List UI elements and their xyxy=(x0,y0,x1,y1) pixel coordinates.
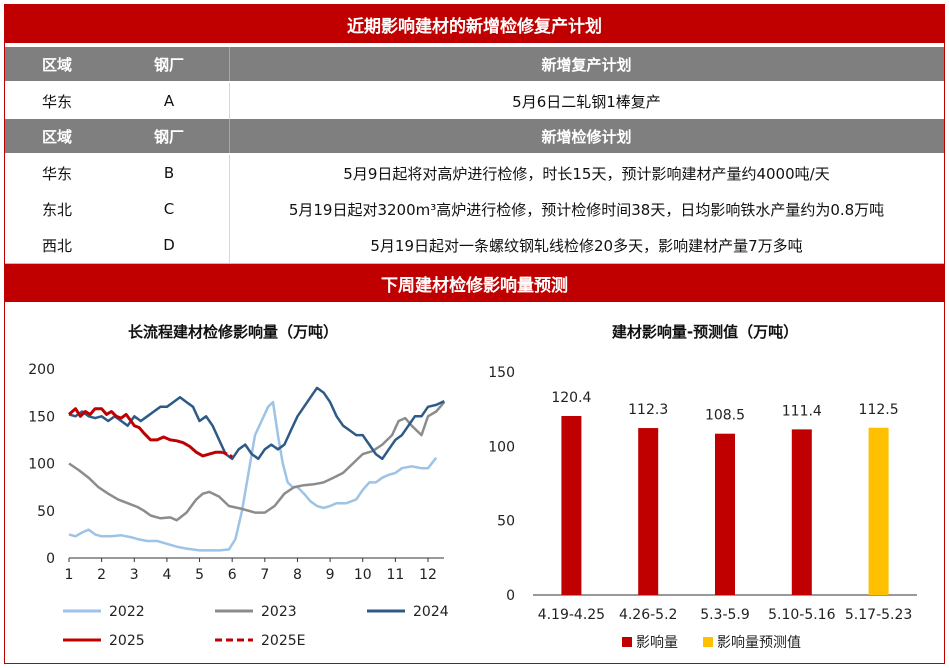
row-steel-mill: B xyxy=(163,164,175,182)
bar-x-tick-label: 4.19-4.25 xyxy=(538,607,605,623)
table-header-row-maintenance: 区域 钢厂 新增检修计划 xyxy=(5,119,944,153)
bar-y-tick-label: 150 xyxy=(488,365,515,381)
table-row: 西北 D 5月19日起对一条螺纹钢轧线检修20多天，影响建材产量7万多吨 xyxy=(5,227,944,263)
legend-swatch-影响量 xyxy=(622,637,632,647)
row-steel-mill: A xyxy=(163,92,175,110)
bar-4.26-5.2 xyxy=(638,428,659,595)
line-x-tick-label: 2 xyxy=(97,567,106,583)
divider xyxy=(229,191,230,227)
header-restart-plan: 新增复产计划 xyxy=(541,55,632,74)
line-x-tick-label: 10 xyxy=(354,567,372,583)
line-x-tick-label: 3 xyxy=(130,567,139,583)
line-x-tick-label: 4 xyxy=(162,567,171,583)
row-region: 东北 xyxy=(41,200,72,219)
bar-5.10-5.16 xyxy=(791,429,812,595)
line-x-tick-label: 7 xyxy=(260,567,269,583)
bar-5.3-5.9 xyxy=(715,433,735,595)
legend-label-影响量预测值: 影响量预测值 xyxy=(717,635,801,651)
row-plan: 5月19日起对一条螺纹钢轧线检修20多天，影响建材产量7万多吨 xyxy=(370,236,803,255)
legend-label-2025: 2025 xyxy=(109,633,145,649)
table-header-row-restart: 区域 钢厂 新增复产计划 xyxy=(5,47,944,81)
legend-label-2024: 2024 xyxy=(413,604,449,620)
bar-data-label: 112.3 xyxy=(628,402,668,418)
header-maintenance-plan: 新增检修计划 xyxy=(541,127,632,146)
divider xyxy=(229,227,230,263)
table-row: 东北 C 5月19日起对3200m³高炉进行检修，预计检修时间38天，日均影响铁… xyxy=(5,191,944,227)
bar-data-label: 112.5 xyxy=(859,402,899,418)
series-line-2023 xyxy=(68,401,446,522)
charts-area: 长流程建材检修影响量（万吨） 0 50 100 150 200 1 2 3 4 5 6 7 8 9 10 11 1… xyxy=(5,305,944,664)
line-x-tick-label: 5 xyxy=(195,567,204,583)
series-line-2025E xyxy=(221,450,233,459)
header-steel-mill: 钢厂 xyxy=(153,55,184,74)
bar-x-tick-label: 5.17-5.23 xyxy=(845,607,912,623)
line-x-tick-label: 9 xyxy=(326,567,335,583)
row-steel-mill: D xyxy=(163,236,175,254)
line-y-tick-label: 50 xyxy=(37,504,55,520)
line-y-tick-label: 150 xyxy=(28,409,55,425)
bar-y-tick-label: 100 xyxy=(488,439,515,455)
legend-label-影响量: 影响量 xyxy=(636,635,678,651)
line-y-tick-label: 0 xyxy=(46,551,55,567)
divider xyxy=(229,83,230,119)
row-steel-mill: C xyxy=(163,200,175,218)
table-row: 华东 B 5月9日起将对高炉进行检修，时长15天，预计影响建材产量约4000吨/… xyxy=(5,155,944,191)
table-row: 华东 A 5月6日二轧钢1棒复产 xyxy=(5,83,944,119)
bar-y-tick-label: 0 xyxy=(506,588,515,604)
forecast-banner-text: 下周建材检修影响量预测 xyxy=(381,275,568,296)
bar-5.17-5.23 xyxy=(868,427,889,595)
line-x-tick-label: 11 xyxy=(386,567,404,583)
header-region: 区域 xyxy=(41,55,72,74)
line-y-tick-label: 100 xyxy=(28,457,55,473)
line-y-tick-label: 200 xyxy=(28,362,55,378)
divider xyxy=(229,155,230,191)
forecast-banner: 下周建材检修影响量预测 xyxy=(5,264,944,302)
legend-swatch-影响量预测值 xyxy=(703,637,713,647)
row-region: 华东 xyxy=(41,164,72,183)
header-region: 区域 xyxy=(41,127,72,146)
legend-label-2022: 2022 xyxy=(109,604,145,620)
outer-frame xyxy=(4,4,945,664)
line-chart-title: 长流程建材检修影响量（万吨） xyxy=(128,323,338,341)
line-x-tick-label: 1 xyxy=(65,567,74,583)
row-region: 华东 xyxy=(41,92,72,111)
row-plan: 5月9日起将对高炉进行检修，时长15天，预计影响建材产量约4000吨/天 xyxy=(343,164,830,183)
legend-label-2023: 2023 xyxy=(261,604,297,620)
row-plan: 5月19日起对3200m³高炉进行检修，预计检修时间38天，日均影响铁水产量约为… xyxy=(288,200,885,219)
table-bottom-rule xyxy=(5,263,944,264)
line-x-tick-label: 6 xyxy=(228,567,237,583)
table-title-text: 近期影响建材的新增检修复产计划 xyxy=(347,16,602,37)
series-line-2024 xyxy=(68,386,445,461)
series-line-2022 xyxy=(68,400,438,552)
divider xyxy=(229,47,230,81)
legend-label-2025E: 2025E xyxy=(261,633,305,649)
bar-x-tick-label: 5.3-5.9 xyxy=(700,607,750,623)
line-x-tick-label: 8 xyxy=(293,567,302,583)
bar-data-label: 108.5 xyxy=(705,408,745,424)
row-region: 西北 xyxy=(41,236,72,255)
divider xyxy=(229,119,230,153)
row-plan: 5月6日二轧钢1棒复产 xyxy=(512,92,661,111)
bar-y-tick-label: 50 xyxy=(497,514,515,530)
line-x-tick-label: 12 xyxy=(419,567,437,583)
bar-data-label: 111.4 xyxy=(782,403,822,419)
bar-chart-title: 建材影响量-预测值（万吨） xyxy=(612,323,798,341)
bar-x-tick-label: 5.10-5.16 xyxy=(768,607,835,623)
table-title: 近期影响建材的新增检修复产计划 xyxy=(5,5,944,43)
bar-4.19-4.25 xyxy=(561,416,582,595)
bar-data-label: 120.4 xyxy=(551,390,591,406)
series-line-2025 xyxy=(68,407,223,458)
bar-x-tick-label: 4.26-5.2 xyxy=(619,607,678,623)
header-steel-mill: 钢厂 xyxy=(153,127,184,146)
